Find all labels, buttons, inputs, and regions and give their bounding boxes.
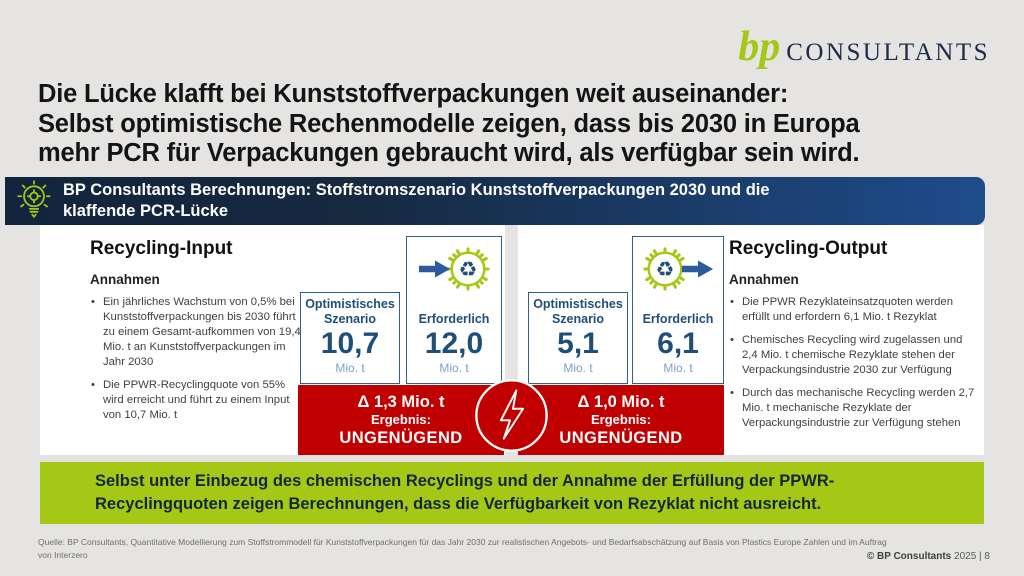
recycling-gear-icon: ♻ <box>642 247 687 291</box>
conclusion-line-1: Selbst unter Einbezug des chemischen Rec… <box>95 472 835 491</box>
title-line-1: Die Lücke klafft bei Kunststoffverpackun… <box>38 80 789 108</box>
page-footer: © BP Consultants 2025 | 8 <box>867 551 990 562</box>
delta-result-box-output: Δ 1,0 Mio. t Ergebnis: UNGENÜGEND <box>518 385 724 455</box>
recycling-output-heading: Recycling-Output <box>729 238 888 259</box>
conclusion-line-2: Recyclingquoten zeigen Berechnungen, das… <box>95 495 822 513</box>
scenario-label: Optimistisches Szenario <box>305 296 395 327</box>
recycling-output-assumption-list: Die PPWR Rezyklateinsatzquoten werden er… <box>729 295 979 431</box>
svg-text:♻: ♻ <box>458 257 477 282</box>
arrow-into-recycling-gear-icon: ♻ <box>407 243 501 295</box>
highlight-banner: BP Consultants Berechnungen: Stoffstroms… <box>5 177 985 225</box>
assumption-item: Ein jährliches Wachstum von 0,5% bei Kun… <box>90 295 302 370</box>
source-note: Quelle: BP Consultants, Quantitative Mod… <box>38 536 887 562</box>
scenario-unit: Mio. t <box>439 360 469 375</box>
lightning-bolt-icon <box>475 379 548 452</box>
result-label: Ergebnis: <box>371 412 431 428</box>
recycling-input-heading: Recycling-Input <box>90 238 233 259</box>
delta-value: Δ 1,3 Mio. t <box>357 392 445 411</box>
scenario-unit: Mio. t <box>563 360 593 375</box>
scenario-label: Optimistisches Szenario <box>533 296 623 327</box>
scenario-box-required-output: ♻ Erforderlich 6,1 Mio. t <box>632 236 724 384</box>
result-value: UNGENÜGEND <box>559 428 683 447</box>
recycling-output-text-block: Recycling-Output Annahmen Die PPWR Rezyk… <box>729 238 979 439</box>
scenario-value: 10,7 <box>320 327 380 361</box>
scenario-value: 12,0 <box>424 327 484 361</box>
scenario-box-required-input: ♻ Erforderlich 12,0 Mio. t <box>406 236 502 384</box>
result-value: UNGENÜGEND <box>339 428 463 447</box>
scenario-unit: Mio. t <box>335 360 365 375</box>
banner-line-1: BP Consultants Berechnungen: Stoffstroms… <box>63 180 770 199</box>
source-line-1: Quelle: BP Consultants, Quantitative Mod… <box>38 537 887 547</box>
delta-value: Δ 1,0 Mio. t <box>577 392 665 411</box>
assumption-item: Die PPWR Rezyklateinsatzquoten werden er… <box>729 295 979 325</box>
scenario-label: Erforderlich <box>418 312 490 327</box>
page-number: 2025 | 8 <box>951 551 990 562</box>
assumption-item: Chemisches Recycling wird zugelassen und… <box>729 333 979 378</box>
bp-consultants-logo: bp CONSULTANTS <box>738 26 990 68</box>
slide-title: Die Lücke klafft bei Kunststoffverpackun… <box>38 80 860 169</box>
recycling-output-subheading: Annahmen <box>729 272 799 287</box>
assumption-item: Die PPWR-Recyclingquote von 55% wird err… <box>90 378 302 423</box>
scenario-box-optimistic-output: Optimistisches Szenario 5,1 Mio. t <box>528 292 628 384</box>
scenario-value: 6,1 <box>657 327 699 361</box>
recycling-gear-arrow-out-icon: ♻ <box>633 243 723 295</box>
conclusion-banner: Selbst unter Einbezug des chemischen Rec… <box>40 462 984 524</box>
svg-text:♻: ♻ <box>655 257 674 282</box>
copyright-text: © BP Consultants <box>866 551 952 562</box>
title-line-3: mehr PCR für Verpackungen gebraucht wird… <box>38 139 860 168</box>
scenario-box-optimistic-input: Optimistisches Szenario 10,7 Mio. t <box>300 292 400 384</box>
recycling-input-subheading: Annahmen <box>90 272 160 287</box>
scenario-unit: Mio. t <box>663 360 693 375</box>
title-line-2: Selbst optimistische Rechenmodelle zeige… <box>38 109 860 138</box>
recycling-input-text-block: Recycling-Input Annahmen Ein jährliches … <box>90 238 302 431</box>
assumption-item: Durch das mechanische Recycling werden 2… <box>729 386 979 431</box>
logo-consultants-word: CONSULTANTS <box>786 39 990 66</box>
scenario-value: 5,1 <box>557 327 599 361</box>
banner-line-2: klaffende PCR-Lücke <box>63 202 229 220</box>
lightbulb-gear-icon <box>5 180 63 222</box>
flow-arrow-icon <box>681 260 713 278</box>
delta-result-box-input: Δ 1,3 Mio. t Ergebnis: UNGENÜGEND <box>298 385 504 455</box>
scenario-label: Erforderlich <box>642 312 714 327</box>
flow-arrow-icon <box>418 260 450 278</box>
logo-bp-script: bp <box>738 24 781 70</box>
source-line-2: von Interzero <box>38 550 88 561</box>
result-label: Ergebnis: <box>591 412 651 428</box>
recycling-gear-icon: ♻ <box>445 247 490 291</box>
banner-text: BP Consultants Berechnungen: Stoffstroms… <box>63 180 770 223</box>
recycling-input-assumption-list: Ein jährliches Wachstum von 0,5% bei Kun… <box>90 295 302 423</box>
